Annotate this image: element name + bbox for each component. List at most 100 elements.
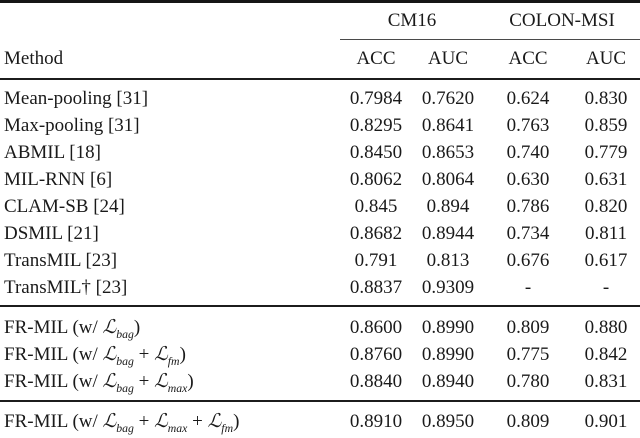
loss-symbol: ℒ xyxy=(102,410,117,432)
method-header: Method xyxy=(4,47,64,69)
value-cell: 0.901 xyxy=(584,410,628,432)
method-text: Mean-pooling [31] xyxy=(4,87,149,109)
table-row: Max-pooling [31] 0.8295 0.8641 0.763 0.859 xyxy=(0,112,640,139)
method-text: ) xyxy=(133,317,141,338)
value-cell: 0.8641 xyxy=(421,114,475,136)
value-cell: 0.8990 xyxy=(421,343,475,365)
method-text: + xyxy=(133,371,155,392)
baseline-methods-section: Mean-pooling [31] 0.7984 0.7620 0.624 0.830 M… xyxy=(0,79,640,306)
value-cell: 0.8450 xyxy=(349,141,403,163)
table-row: Mean-pooling [31] 0.7984 0.7620 0.624 0.830 xyxy=(0,79,640,112)
value-cell: 0.842 xyxy=(584,343,628,365)
cm16-auc-header: AUC xyxy=(427,48,469,69)
loss-subscript: bag xyxy=(116,381,134,395)
table-row: FR-MIL (w/ ℒbag) 0.8600 0.8990 0.809 0.880 xyxy=(0,306,640,341)
value-cell: 0.8600 xyxy=(349,316,403,338)
value-cell: 0.8682 xyxy=(349,222,403,244)
value-cell: 0.7984 xyxy=(349,87,403,109)
loss-subscript: fm xyxy=(221,421,234,435)
value-cell: 0.763 xyxy=(506,114,550,136)
value-cell: 0.780 xyxy=(506,370,550,392)
loss-symbol: ℒ xyxy=(102,343,117,365)
value-cell: 0.676 xyxy=(506,249,550,271)
loss-subscript: fm xyxy=(167,354,180,368)
method-cell: DSMIL [21] xyxy=(0,220,340,247)
value-cell: 0.8950 xyxy=(421,410,475,432)
value-cell: 0.831 xyxy=(584,370,628,392)
dataset-group-row: CM16 COLON-MSI xyxy=(0,1,640,40)
fr-mil-ablation-section: FR-MIL (w/ ℒbag) 0.8600 0.8990 0.809 0.880 FR… xyxy=(0,306,640,401)
colon-msi-acc-header: ACC xyxy=(508,48,548,69)
table-row: ABMIL [18] 0.8450 0.8653 0.740 0.779 xyxy=(0,139,640,166)
fr-mil-full-section: FR-MIL (w/ ℒbag + ℒmax + ℒfm) 0.8910 0.895… xyxy=(0,401,640,438)
method-text: MIL-RNN [6] xyxy=(4,168,113,190)
method-text: + xyxy=(133,411,155,432)
table-row: CLAM-SB [24] 0.845 0.894 0.786 0.820 xyxy=(0,193,640,220)
value-cell: 0.845 xyxy=(354,195,398,217)
value-cell: 0.894 xyxy=(426,195,470,217)
value-cell: 0.8840 xyxy=(349,370,403,392)
method-cell: TransMIL [23] xyxy=(0,247,340,274)
loss-subscript: bag xyxy=(116,354,134,368)
value-cell: - xyxy=(524,276,532,298)
value-cell: 0.809 xyxy=(506,410,550,432)
loss-symbol: ℒ xyxy=(154,370,168,392)
value-cell: 0.8990 xyxy=(421,316,475,338)
method-cell: Max-pooling [31] xyxy=(0,112,340,139)
method-text: Max-pooling [31] xyxy=(4,114,140,136)
method-cell: MIL-RNN [6] xyxy=(0,166,340,193)
method-cell: CLAM-SB [24] xyxy=(0,193,340,220)
value-cell: 0.809 xyxy=(506,316,550,338)
value-cell: 0.859 xyxy=(584,114,628,136)
value-cell: 0.830 xyxy=(584,87,628,109)
value-cell: 0.813 xyxy=(426,249,470,271)
value-cell: 0.8837 xyxy=(349,276,403,298)
table-row: FR-MIL (w/ ℒbag + ℒmax) 0.8840 0.8940 0.780… xyxy=(0,368,640,401)
method-text: FR-MIL (w/ xyxy=(4,411,103,432)
method-cell: FR-MIL (w/ ℒbag) xyxy=(0,306,340,341)
table-row: DSMIL [21] 0.8682 0.8944 0.734 0.811 xyxy=(0,220,640,247)
metric-header-row: Method ACC AUC ACC AUC xyxy=(0,40,640,79)
loss-symbol: ℒ xyxy=(207,410,222,432)
table-row: TransMIL [23] 0.791 0.813 0.676 0.617 xyxy=(0,247,640,274)
method-text: ABMIL [18] xyxy=(4,141,101,163)
value-cell: 0.880 xyxy=(584,316,628,338)
method-text: CLAM-SB [24] xyxy=(4,195,125,217)
value-cell: 0.775 xyxy=(506,343,550,365)
loss-subscript: max xyxy=(167,421,188,435)
method-text: TransMIL [23] xyxy=(4,249,118,271)
loss-subscript: bag xyxy=(116,421,134,435)
method-text: FR-MIL (w/ xyxy=(4,317,103,338)
value-cell: 0.786 xyxy=(506,195,550,217)
value-cell: 0.820 xyxy=(584,195,628,217)
col-group-colon-msi: COLON-MSI xyxy=(484,1,640,40)
value-cell: 0.740 xyxy=(506,141,550,163)
value-cell: 0.624 xyxy=(506,87,550,109)
method-cell: FR-MIL (w/ ℒbag + ℒmax + ℒfm) xyxy=(0,401,340,438)
method-cell: FR-MIL (w/ ℒbag + ℒmax) xyxy=(0,368,340,401)
value-cell: 0.617 xyxy=(584,249,628,271)
table-row: FR-MIL (w/ ℒbag + ℒfm) 0.8760 0.8990 0.775 0… xyxy=(0,341,640,368)
method-cell: ABMIL [18] xyxy=(0,139,340,166)
value-cell: 0.779 xyxy=(584,141,628,163)
table-row: MIL-RNN [6] 0.8062 0.8064 0.630 0.631 xyxy=(0,166,640,193)
method-text: ) xyxy=(233,411,240,432)
value-cell: 0.791 xyxy=(354,249,398,271)
value-cell: 0.8064 xyxy=(421,168,475,190)
value-cell: 0.631 xyxy=(584,168,628,190)
loss-symbol: ℒ xyxy=(102,316,117,338)
method-cell: Mean-pooling [31] xyxy=(0,79,340,112)
value-cell: 0.8910 xyxy=(349,410,403,432)
table-row: TransMIL† [23] 0.8837 0.9309 - - xyxy=(0,274,640,306)
value-cell: 0.8760 xyxy=(349,343,403,365)
loss-subscript: max xyxy=(167,381,188,395)
value-cell: 0.8944 xyxy=(421,222,475,244)
value-cell: - xyxy=(602,276,610,298)
table-row: FR-MIL (w/ ℒbag + ℒmax + ℒfm) 0.8910 0.895… xyxy=(0,401,640,438)
cm16-acc-header: ACC xyxy=(356,48,396,69)
loss-symbol: ℒ xyxy=(154,410,168,432)
value-cell: 0.9309 xyxy=(421,276,475,298)
value-cell: 0.8653 xyxy=(421,141,475,163)
value-cell: 0.7620 xyxy=(421,87,475,109)
